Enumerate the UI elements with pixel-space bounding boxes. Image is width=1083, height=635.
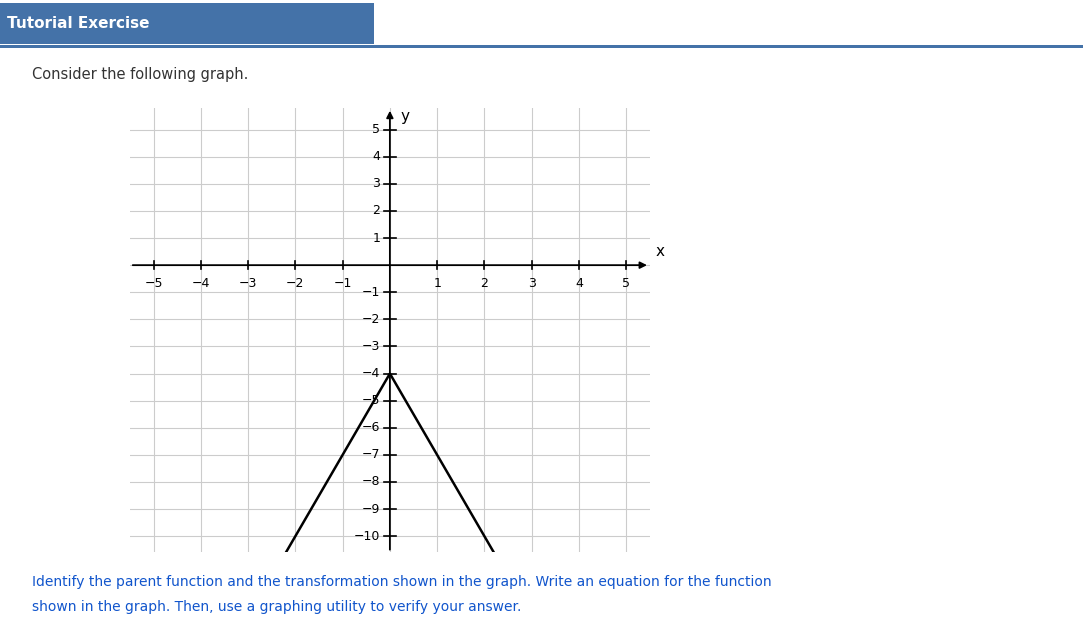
Text: −1: −1: [362, 286, 380, 298]
Text: −2: −2: [362, 313, 380, 326]
Text: 2: 2: [373, 204, 380, 217]
Text: 1: 1: [433, 277, 441, 290]
Text: −4: −4: [192, 277, 210, 290]
Text: −7: −7: [362, 448, 380, 462]
Text: −3: −3: [362, 340, 380, 353]
Text: x: x: [655, 244, 665, 259]
Text: −5: −5: [144, 277, 162, 290]
Text: −5: −5: [362, 394, 380, 407]
Text: 2: 2: [481, 277, 488, 290]
Text: 3: 3: [527, 277, 536, 290]
Text: 4: 4: [575, 277, 583, 290]
Text: −3: −3: [239, 277, 258, 290]
Text: −4: −4: [362, 367, 380, 380]
Text: −8: −8: [362, 476, 380, 488]
Text: 5: 5: [373, 123, 380, 136]
Text: −2: −2: [286, 277, 304, 290]
Text: −1: −1: [334, 277, 352, 290]
Text: −10: −10: [354, 530, 380, 543]
Text: Tutorial Exercise: Tutorial Exercise: [8, 17, 149, 31]
Text: Consider the following graph.: Consider the following graph.: [32, 67, 249, 82]
Text: y: y: [401, 109, 409, 124]
Text: 5: 5: [622, 277, 630, 290]
Text: −9: −9: [362, 502, 380, 516]
Text: 3: 3: [373, 177, 380, 190]
Text: 4: 4: [373, 150, 380, 163]
Text: shown in the graph. Then, use a graphing utility to verify your answer.: shown in the graph. Then, use a graphing…: [32, 600, 522, 614]
Text: −6: −6: [362, 421, 380, 434]
Text: Identify the parent function and the transformation shown in the graph. Write an: Identify the parent function and the tra…: [32, 575, 772, 589]
Text: 1: 1: [373, 232, 380, 244]
